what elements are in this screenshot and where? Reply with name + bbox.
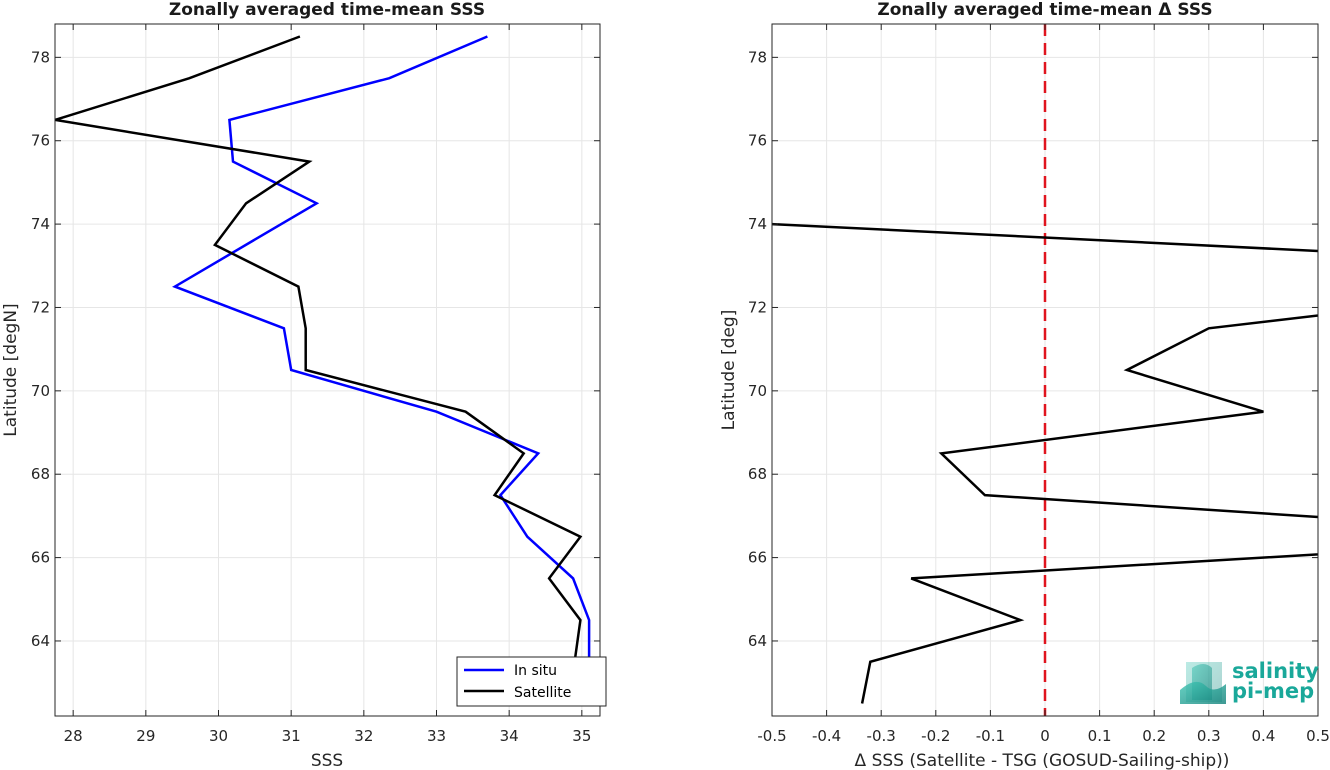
left-xlabel: SSS <box>311 751 343 770</box>
right-ytick-label: 74 <box>748 215 767 233</box>
left-xtick-label: 33 <box>427 727 446 745</box>
right-ytick-label: 66 <box>748 549 767 567</box>
logo-line2: pi-mep <box>1232 679 1314 703</box>
right-xtick-label: -0.1 <box>976 727 1005 745</box>
right-title: Zonally averaged time-mean Δ SSS <box>877 0 1212 20</box>
left-ytick-label: 74 <box>31 215 50 233</box>
left-xtick-label: 34 <box>500 727 519 745</box>
right-panel: -0.5 -0.4 -0.3 -0.2 -0.1 0 0.1 0.2 0.3 0.4 0.5 64 66… <box>719 0 1330 770</box>
legend: In situ Satellite <box>456 656 607 707</box>
right-xtick-label: 0 <box>1040 727 1050 745</box>
left-series <box>55 35 600 704</box>
right-ytick-label: 70 <box>748 382 767 400</box>
right-series <box>772 24 1318 716</box>
right-xtick-label: 0.2 <box>1142 727 1166 745</box>
right-ytick-label: 64 <box>748 632 767 650</box>
right-ylabel: Latitude [deg] <box>719 310 739 431</box>
right-xtick-label: -0.3 <box>867 727 896 745</box>
right-xtick-label: -0.4 <box>812 727 841 745</box>
left-plot-area <box>55 24 600 716</box>
left-xtick-label: 30 <box>209 727 228 745</box>
logo-line1: salinity <box>1232 659 1319 683</box>
right-xtick-label: -0.5 <box>757 727 786 745</box>
left-ytick-label: 64 <box>31 632 50 650</box>
left-xtick-label: 29 <box>136 727 155 745</box>
left-series-line-in-situ <box>172 35 600 704</box>
right-xtick-label: 0.1 <box>1088 727 1112 745</box>
left-series-line-satellite <box>55 35 583 704</box>
legend-box <box>456 656 607 707</box>
left-ytick-label: 72 <box>31 298 50 316</box>
right-ytick-label: 68 <box>748 465 767 483</box>
left-axes-box <box>54 23 601 717</box>
legend-label-in-situ: In situ <box>514 663 557 679</box>
left-ytick-label: 66 <box>31 549 50 567</box>
legend-label-satellite: Satellite <box>514 685 571 701</box>
left-xtick-label: 32 <box>354 727 373 745</box>
left-ytick-label: 68 <box>31 465 50 483</box>
right-xtick-label: -0.2 <box>921 727 950 745</box>
left-title: Zonally averaged time-mean SSS <box>169 0 485 20</box>
left-ytick-label: 76 <box>31 132 50 150</box>
left-panel: 28 29 30 31 32 33 34 35 64 66 68 70 72 74 76 78 Zonally… <box>1 0 607 770</box>
right-ticks: -0.5 -0.4 -0.3 -0.2 -0.1 0 0.1 0.2 0.3 0.4 0.5 64 66… <box>748 24 1330 745</box>
left-xtick-label: 35 <box>572 727 591 745</box>
salinity-pi-mep-logo: salinity pi-mep <box>1180 659 1319 704</box>
left-xtick-label: 28 <box>64 727 83 745</box>
right-ytick-label: 76 <box>748 132 767 150</box>
left-grid <box>55 24 600 716</box>
right-xtick-label: 0.5 <box>1306 727 1330 745</box>
logo-wave-icon <box>1180 662 1226 704</box>
left-ytick-label: 70 <box>31 382 50 400</box>
right-series-line-series-0 <box>772 222 1318 704</box>
left-ylabel: Latitude [degN] <box>1 303 21 436</box>
right-xtick-label: 0.3 <box>1197 727 1221 745</box>
right-ytick-label: 78 <box>748 48 767 66</box>
right-ytick-label: 72 <box>748 298 767 316</box>
right-xtick-label: 0.4 <box>1251 727 1275 745</box>
left-ticks: 28 29 30 31 32 33 34 35 64 66 68 70 72 74 76 78 <box>31 24 600 745</box>
left-ytick-label: 78 <box>31 48 50 66</box>
left-xtick-label: 31 <box>282 727 301 745</box>
right-xlabel: Δ SSS (Satellite - TSG (GOSUD-Sailing-sh… <box>855 751 1230 770</box>
